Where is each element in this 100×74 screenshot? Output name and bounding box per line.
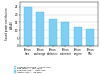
Bar <box>86 29 94 46</box>
Bar <box>24 7 32 46</box>
Bar <box>61 22 69 46</box>
Bar <box>49 19 57 46</box>
Bar <box>74 27 82 46</box>
Legend: Contribution face = front face, RPa factor = rear face, Exhaust face = right fac: Contribution face = front face, RPa fact… <box>14 66 50 73</box>
Bar <box>36 12 44 46</box>
Y-axis label: Sound power contribution
(dB(A)): Sound power contribution (dB(A)) <box>5 8 13 40</box>
